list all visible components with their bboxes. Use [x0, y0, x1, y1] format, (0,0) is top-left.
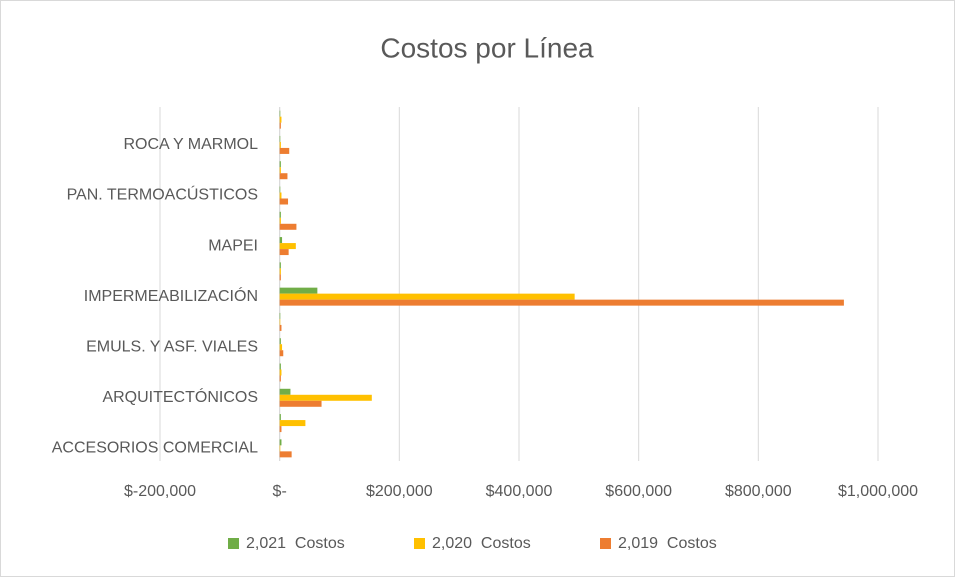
- chart-title: Costos por Línea: [380, 32, 594, 63]
- bar: [279, 198, 289, 205]
- bar: [279, 167, 281, 174]
- bar: [279, 262, 281, 269]
- y-tick-label: ACCESORIOS COMERCIAL: [52, 440, 258, 457]
- bar: [279, 312, 281, 319]
- bar: [279, 344, 283, 351]
- bar: [279, 324, 282, 331]
- bar: [279, 141, 281, 148]
- bar: [279, 299, 844, 306]
- bar: [279, 110, 281, 117]
- bar: [279, 122, 281, 129]
- bar: [279, 426, 282, 433]
- bar: [279, 293, 575, 300]
- y-tick-label: EMULS. Y ASF. VIALES: [86, 338, 258, 355]
- bar: [279, 400, 322, 407]
- bar: [279, 186, 281, 193]
- bar: [279, 161, 281, 168]
- bar: [279, 350, 284, 357]
- bar: [279, 192, 282, 199]
- bar: [279, 338, 281, 345]
- y-tick-label: MAPEI: [208, 237, 258, 254]
- y-tick-label: PAN. TERMOACÚSTICOS: [67, 185, 258, 204]
- bar: [279, 363, 281, 370]
- x-tick-label: $200,000: [366, 483, 433, 500]
- bar: [279, 211, 281, 218]
- legend-label: 2,020 Costos: [432, 535, 531, 552]
- bar: [279, 445, 281, 452]
- y-tick-label: ROCA Y MARMOL: [123, 136, 258, 153]
- x-tick-label: $1,000,000: [838, 483, 918, 500]
- bar: [279, 274, 281, 281]
- bar: [279, 268, 281, 275]
- legend-label: 2,021 Costos: [246, 535, 345, 552]
- bar: [279, 318, 281, 325]
- bar: [279, 287, 318, 294]
- bar: [279, 420, 306, 427]
- x-tick-label: $-: [273, 483, 287, 500]
- x-tick-label: $400,000: [486, 483, 553, 500]
- legend-swatch: [228, 538, 239, 549]
- bar: [279, 147, 290, 154]
- x-tick-label: $-200,000: [124, 483, 196, 500]
- bar: [279, 439, 282, 446]
- bar: [279, 249, 289, 256]
- bar: [279, 243, 296, 250]
- legend-swatch: [600, 538, 611, 549]
- bar: [279, 388, 291, 395]
- bar: [279, 375, 281, 382]
- bar: [279, 116, 282, 123]
- bar: [279, 173, 288, 180]
- bar: [279, 135, 281, 142]
- bar: [279, 369, 282, 376]
- bar: [279, 414, 281, 421]
- x-tick-label: $600,000: [605, 483, 672, 500]
- bar: [279, 223, 297, 230]
- legend-label: 2,019 Costos: [618, 535, 717, 552]
- bar: [279, 237, 283, 244]
- x-tick-label: $800,000: [725, 483, 792, 500]
- bar: [279, 217, 281, 224]
- y-tick-label: ARQUITECTÓNICOS: [102, 387, 258, 406]
- y-tick-label: IMPERMEABILIZACIÓN: [84, 286, 258, 305]
- bar: [279, 394, 372, 401]
- legend-swatch: [414, 538, 425, 549]
- bar: [279, 451, 292, 458]
